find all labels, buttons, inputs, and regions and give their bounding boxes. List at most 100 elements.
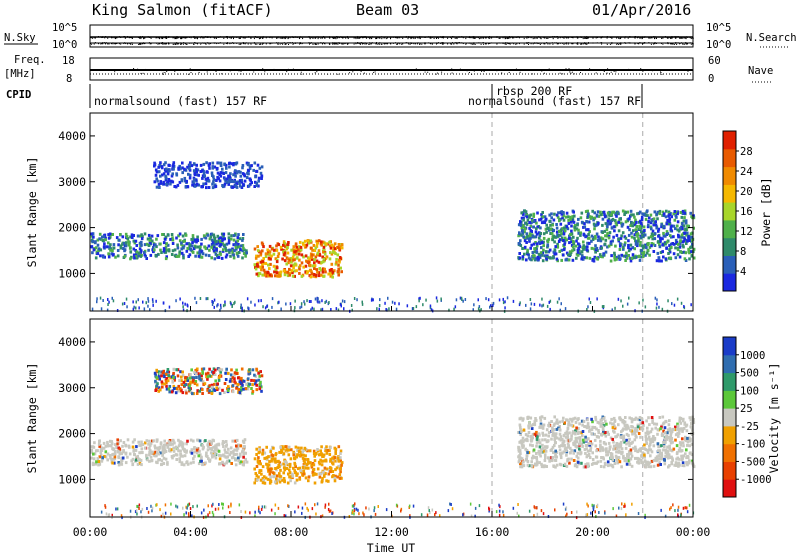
scatter-point xyxy=(132,307,135,311)
scatter-point xyxy=(212,178,216,181)
scatter-point xyxy=(91,239,95,243)
scatter-point xyxy=(582,244,585,248)
freq-point xyxy=(163,69,165,71)
scatter-point xyxy=(669,242,673,246)
nsearch-point xyxy=(396,43,398,45)
nsearch-point xyxy=(279,43,281,45)
scatter-point xyxy=(104,455,108,459)
scatter-point xyxy=(298,271,301,275)
scatter-point xyxy=(525,232,529,236)
nsky-point xyxy=(115,37,117,40)
scatter-point xyxy=(560,302,562,306)
scatter-point xyxy=(504,306,506,310)
scatter-point xyxy=(183,454,187,458)
scatter-point xyxy=(251,368,255,372)
scatter-point xyxy=(529,213,533,217)
scatter-point xyxy=(555,418,559,422)
scatter-point xyxy=(649,225,653,229)
scatter-point xyxy=(240,244,243,248)
scatter-point xyxy=(135,244,139,247)
scatter-point xyxy=(307,466,310,470)
scatter-point xyxy=(219,308,221,312)
scatter-point xyxy=(229,446,233,450)
scatter-point xyxy=(165,381,168,385)
freq-point xyxy=(162,72,164,74)
scatter-point xyxy=(170,233,174,236)
freq-point xyxy=(641,73,643,75)
scatter-point xyxy=(682,224,686,228)
scatter-point xyxy=(185,242,188,246)
scatter-point xyxy=(255,169,258,173)
scatter-point xyxy=(322,257,326,261)
scatter-point xyxy=(222,232,226,236)
scatter-point xyxy=(221,249,225,253)
scatter-point xyxy=(596,238,600,242)
scatter-point xyxy=(207,179,211,183)
scatter-point xyxy=(565,211,569,215)
nsearch-point xyxy=(421,43,423,45)
scatter-point xyxy=(262,245,265,249)
scatter-point xyxy=(297,265,301,269)
scatter-point xyxy=(188,384,191,388)
scatter-point xyxy=(334,452,337,456)
scatter-point xyxy=(219,303,222,307)
scatter-point xyxy=(197,173,200,177)
scatter-point xyxy=(661,210,665,214)
scatter-point xyxy=(143,253,147,257)
scatter-point xyxy=(131,445,135,449)
scatter-point xyxy=(200,374,203,378)
scatter-point xyxy=(522,235,525,239)
scatter-point xyxy=(199,245,202,249)
scatter-point xyxy=(528,239,531,243)
scatter-point xyxy=(156,234,160,238)
scatter-point xyxy=(652,217,656,221)
nsearch-point xyxy=(402,43,404,45)
scatter-point xyxy=(138,234,142,238)
scatter-point xyxy=(608,231,612,235)
scatter-point xyxy=(583,245,587,249)
scatter-point xyxy=(233,249,236,253)
scatter-point xyxy=(356,298,358,302)
nsky-point xyxy=(480,37,482,39)
scatter-point xyxy=(259,478,263,482)
scatter-point xyxy=(132,234,135,237)
scatter-point xyxy=(234,243,237,247)
scatter-point xyxy=(521,231,525,235)
nsearch-point xyxy=(399,43,401,45)
scatter-point xyxy=(603,229,606,233)
scatter-point xyxy=(565,251,569,255)
scatter-point xyxy=(253,161,257,165)
scatter-point xyxy=(288,462,292,466)
scatter-point xyxy=(169,237,172,241)
scatter-point xyxy=(98,232,102,236)
scatter-point xyxy=(222,445,225,448)
scatter-point xyxy=(624,254,628,258)
scatter-point xyxy=(581,246,585,250)
scatter-point xyxy=(646,225,650,229)
scatter-point xyxy=(573,226,577,229)
scatter-point xyxy=(263,456,266,460)
scatter-point xyxy=(254,265,257,269)
scatter-point xyxy=(140,463,143,467)
nsearch-point xyxy=(442,43,444,45)
scatter-point xyxy=(662,448,665,452)
scatter-point xyxy=(322,245,326,249)
scatter-point xyxy=(160,380,164,384)
scatter-point xyxy=(257,299,260,303)
scatter-point xyxy=(159,442,163,446)
freq-panel: Freq. [MHz] 18 8 60 0 Nave xyxy=(4,54,773,85)
nsky-point xyxy=(651,37,653,39)
scatter-point xyxy=(192,180,195,184)
scatter-point xyxy=(224,255,228,259)
scatter-point xyxy=(658,245,662,249)
scatter-point xyxy=(213,388,217,392)
scatter-point xyxy=(202,182,205,186)
freq-point xyxy=(564,69,566,71)
scatter-point xyxy=(578,422,581,426)
freq-point xyxy=(573,73,575,75)
scatter-point xyxy=(610,254,613,258)
scatter-point xyxy=(533,302,536,306)
scatter-point xyxy=(262,261,265,265)
scatter-point xyxy=(100,307,103,311)
nsky-point xyxy=(195,37,197,39)
